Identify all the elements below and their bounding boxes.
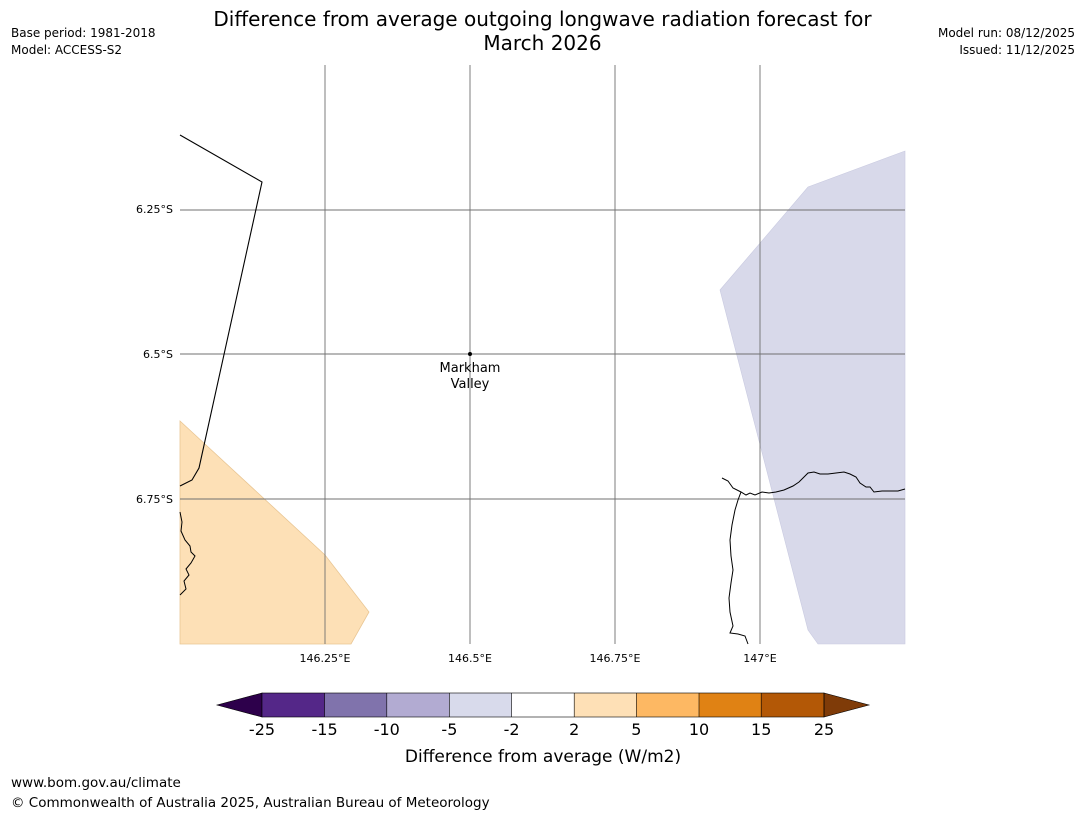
lon-label-146-5: 146.5°E: [448, 652, 492, 665]
lat-label-6-5: 6.5°S: [143, 348, 173, 361]
colorbar-tick-9: 25: [814, 720, 834, 739]
chart-title: Difference from average outgoing longwav…: [0, 7, 1085, 55]
colorbar-bin-6: [636, 693, 699, 717]
place-label-line1: Markham: [440, 361, 501, 376]
colorbar-bin-3: [449, 693, 512, 717]
place-label-line2: Valley: [451, 377, 490, 392]
colorbar-tick-8: 15: [751, 720, 771, 739]
colorbar-under-arrow: [215, 692, 263, 718]
colorbar-bin-8: [761, 693, 824, 717]
border-line: [179, 134, 263, 487]
footer-url: www.bom.gov.au/climate: [11, 775, 181, 791]
colorbar-outline: [261, 692, 825, 718]
colorbar: -25 -15 -10 -5 -2 2 5 10 15 25 Differenc…: [215, 692, 871, 767]
meta-left: Base period: 1981-2018 Model: ACCESS-S2: [11, 25, 156, 59]
colorbar-tick-4: -2: [504, 720, 520, 739]
region-negative-5-2: [719, 150, 906, 645]
model-name: Model: ACCESS-S2: [11, 43, 123, 57]
map-panel: Markham Valley 6.25°S 6.5°S 6.75°S 146.2…: [136, 65, 906, 665]
colorbar-tick-0: -25: [249, 720, 275, 739]
colorbar-tick-3: -5: [441, 720, 457, 739]
colorbar-tick-5: 2: [569, 720, 579, 739]
lon-label-146-75: 146.75°E: [590, 652, 641, 665]
colorbar-tick-6: 5: [631, 720, 641, 739]
colorbar-tick-1: -15: [312, 720, 338, 739]
coastline-west: [179, 511, 196, 596]
coastline-east: [721, 471, 906, 496]
colorbar-dividers: [324, 693, 762, 717]
lon-label-147: 147°E: [743, 652, 776, 665]
colorbar-bin-2: [386, 693, 450, 717]
issued-date: Issued: 11/12/2025: [959, 43, 1075, 57]
colorbar-bin-4: [511, 693, 575, 717]
colorbar-tick-7: 10: [689, 720, 709, 739]
chart-title-line1: Difference from average outgoing longwav…: [213, 7, 872, 31]
colorbar-bin-7: [699, 693, 762, 717]
place-marker: [468, 352, 472, 356]
colorbar-bin-0: [262, 693, 325, 717]
colorbar-over-arrow: [823, 692, 871, 718]
chart-title-line2: March 2026: [483, 31, 602, 55]
lat-label-6-75: 6.75°S: [136, 493, 173, 506]
river-line: [728, 491, 749, 645]
base-period: Base period: 1981-2018: [11, 26, 156, 40]
colorbar-bin-1: [324, 693, 387, 717]
lon-label-146-25: 146.25°E: [300, 652, 351, 665]
model-run: Model run: 08/12/2025: [937, 26, 1075, 40]
footer-copyright: © Commonwealth of Australia 2025, Austra…: [11, 795, 490, 811]
colorbar-tick-2: -10: [374, 720, 400, 739]
colorbar-title: Difference from average (W/m2): [405, 747, 681, 767]
colorbar-bin-5: [574, 693, 637, 717]
meta-right: Model run: 08/12/2025 Issued: 11/12/2025: [938, 25, 1075, 59]
lat-label-6-25: 6.25°S: [136, 203, 173, 216]
region-positive-2-5: [179, 420, 370, 645]
